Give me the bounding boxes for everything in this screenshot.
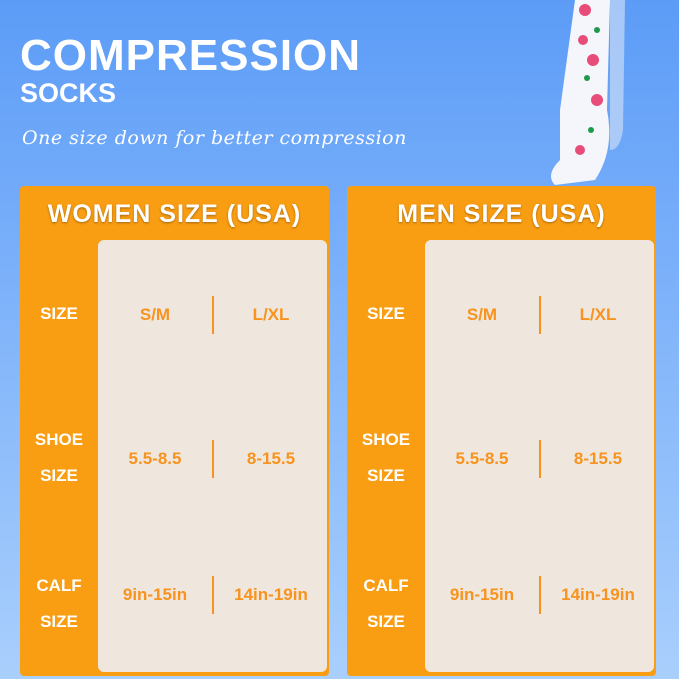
- value-cell: 9in-15in: [449, 585, 515, 604]
- men-size-panel: MEN SIZE (USA) SIZE SHOE SIZE CALF SIZE …: [347, 186, 656, 676]
- divider: [539, 296, 541, 334]
- subtitle: SOCKS: [20, 78, 117, 108]
- women-size-panel: WOMEN SIZE (USA) SIZE SHOE SIZE CALF SIZ…: [20, 186, 329, 676]
- value-cell: 5.5-8.5: [455, 449, 509, 468]
- row-label: SIZE: [367, 612, 405, 631]
- row-label: SIZE: [367, 466, 405, 485]
- value-cell: 8-15.5: [573, 449, 623, 468]
- sock-image: [551, 0, 625, 185]
- divider: [212, 296, 214, 334]
- row-label: SHOE: [361, 430, 411, 449]
- divider: [212, 576, 214, 614]
- value-cell: L/XL: [579, 305, 617, 324]
- size-table: S/M L/XL 5.5-8.5 8-15.5 9in-15in 14in-19…: [98, 240, 327, 672]
- divider: [212, 440, 214, 478]
- value-cell: 14in-19in: [234, 585, 308, 604]
- value-cell: S/M: [139, 305, 171, 324]
- divider: [539, 576, 541, 614]
- divider: [539, 440, 541, 478]
- row-label: SIZE: [40, 612, 78, 631]
- row-label: CALF: [36, 576, 82, 595]
- value-cell: 9in-15in: [122, 585, 188, 604]
- size-table: S/M L/XL 5.5-8.5 8-15.5 9in-15in 14in-19…: [425, 240, 654, 672]
- title: COMPRESSION: [20, 31, 362, 80]
- row-label: SIZE: [40, 304, 78, 323]
- value-cell: L/XL: [252, 305, 290, 324]
- row-label: CALF: [363, 576, 409, 595]
- value-cell: 8-15.5: [246, 449, 296, 468]
- panel-title: WOMEN SIZE (USA): [47, 200, 302, 228]
- panel-title: MEN SIZE (USA): [397, 200, 606, 228]
- row-label: SIZE: [40, 466, 78, 485]
- row-label: SIZE: [367, 304, 405, 323]
- value-cell: S/M: [466, 305, 498, 324]
- value-cell: 14in-19in: [561, 585, 635, 604]
- value-cell: 5.5-8.5: [128, 449, 182, 468]
- tagline: One size down for better compression: [22, 127, 407, 149]
- row-label: SHOE: [34, 430, 84, 449]
